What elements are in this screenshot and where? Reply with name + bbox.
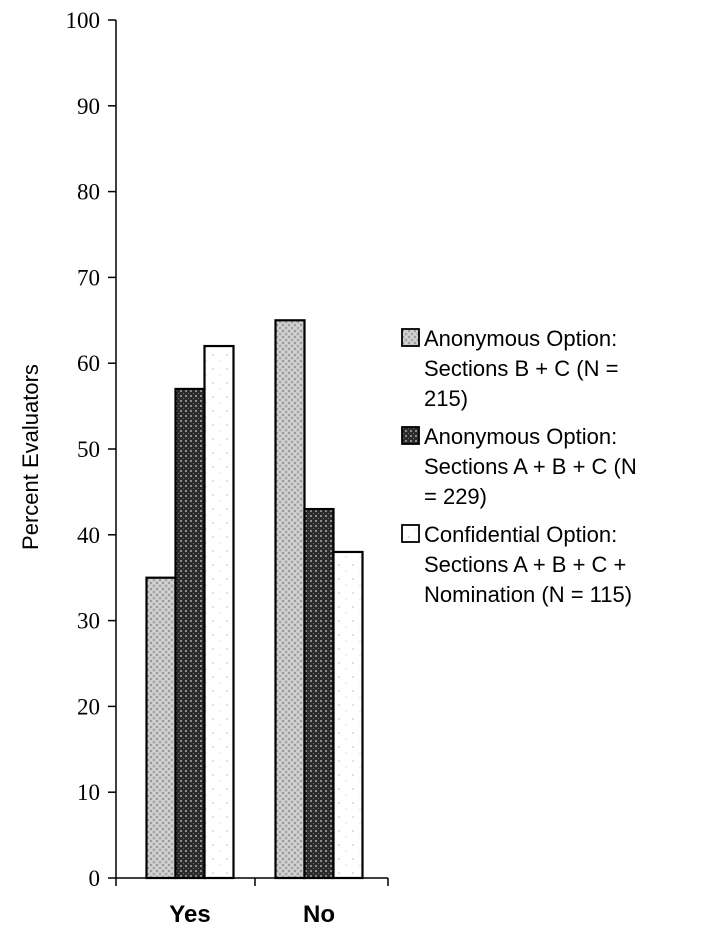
legend-swatch-series3	[401, 524, 420, 543]
legend-label-series2: Anonymous Option:	[424, 424, 617, 449]
legend-swatch-series1	[401, 328, 420, 347]
y-tick-label: 60	[77, 351, 100, 376]
y-tick-label: 80	[77, 180, 100, 205]
legend-label-series1: 215)	[424, 386, 468, 411]
bar-series3-no	[332, 550, 364, 880]
y-tick-label: 70	[77, 265, 100, 290]
legend: Anonymous Option: Sections B + C (N = 215)…	[401, 326, 637, 607]
x-tick-label-no: No	[303, 901, 335, 928]
y-tick-label: 10	[77, 780, 100, 805]
y-tick-label: 0	[89, 866, 101, 891]
legend-label-series2: = 229)	[424, 484, 487, 509]
x-tick-label-yes: Yes	[169, 901, 210, 928]
bar-series1-yes	[145, 576, 177, 880]
y-tick-label: 20	[77, 694, 100, 719]
bar-series2-no	[303, 507, 335, 880]
legend-label-series3: Sections A + B + C +	[424, 552, 626, 577]
y-tick-label: 40	[77, 523, 100, 548]
legend-swatch-series2	[401, 426, 420, 445]
legend-label-series2: Sections A + B + C (N	[424, 454, 637, 479]
bars	[145, 319, 364, 880]
y-tick-label: 100	[66, 8, 101, 33]
bar-series2-yes	[174, 387, 206, 880]
legend-label-series1: Anonymous Option:	[424, 326, 617, 351]
y-tick-label: 50	[77, 437, 100, 462]
legend-label-series1: Sections B + C (N =	[424, 356, 618, 381]
legend-label-series3: Nomination (N = 115)	[424, 582, 632, 607]
bar-series3-yes	[203, 344, 235, 880]
y-tick-label: 30	[77, 609, 100, 634]
bar-series1-no	[274, 319, 306, 880]
axes: 0 10 20 30 40 50 60 70 80 90 100 Yes No	[66, 8, 389, 928]
y-tick-label: 90	[77, 94, 100, 119]
legend-label-series3: Confidential Option:	[424, 522, 617, 547]
y-axis-label: Percent Evaluators	[18, 364, 43, 550]
